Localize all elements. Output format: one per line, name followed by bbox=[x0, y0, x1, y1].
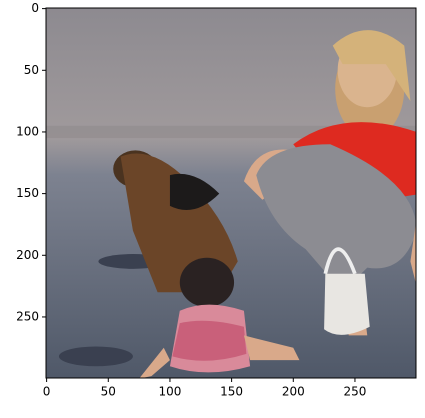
y-tick-label: 200 bbox=[16, 248, 39, 262]
x-tick-label: 0 bbox=[43, 385, 51, 399]
y-tick-label: 150 bbox=[16, 186, 39, 200]
photo bbox=[46, 8, 416, 378]
y-tick-label: 50 bbox=[24, 63, 39, 77]
x-tick-label: 100 bbox=[158, 385, 181, 399]
y-tick-label: 250 bbox=[16, 309, 39, 323]
x-tick-label: 50 bbox=[101, 385, 116, 399]
x-tick-label: 250 bbox=[343, 385, 366, 399]
x-tick-label: 200 bbox=[282, 385, 305, 399]
x-tick-label: 150 bbox=[220, 385, 243, 399]
axes-frame bbox=[45, 7, 417, 379]
y-tick-label: 100 bbox=[16, 124, 39, 138]
y-tick-label: 0 bbox=[31, 1, 39, 15]
